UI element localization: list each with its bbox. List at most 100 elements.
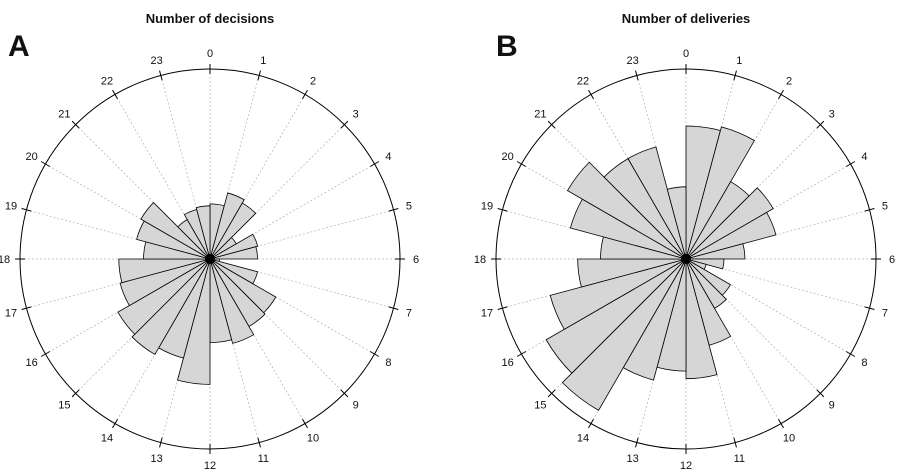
panel-a-wedge-hour-20 bbox=[140, 202, 211, 260]
panel-a-tick-22 bbox=[112, 89, 118, 100]
panel-b-wedge-hour-5 bbox=[685, 243, 746, 260]
panel-a-hour-label-18: 18 bbox=[0, 254, 10, 266]
panel-b-wedge-hour-22 bbox=[627, 146, 687, 260]
panel-b-hour-label-15: 15 bbox=[534, 400, 546, 412]
panel-b-hour-label-19: 19 bbox=[481, 201, 493, 213]
panel-b-center-hub bbox=[681, 254, 691, 264]
panel-a-hour-label-12: 12 bbox=[204, 460, 216, 471]
panel-a-wedge-hour-10 bbox=[209, 258, 255, 344]
panel-b-tick-7 bbox=[864, 306, 875, 310]
panel-b-hour-label-3: 3 bbox=[829, 108, 835, 120]
panel-a-tick-15 bbox=[71, 389, 80, 398]
panel-a-wedge-hour-14 bbox=[131, 258, 211, 355]
panel-b-wedge-hour-16 bbox=[549, 258, 687, 330]
panel-b-tick-21 bbox=[547, 120, 556, 129]
panel-a-hour-label-19: 19 bbox=[5, 201, 17, 213]
panel-a-tick-17 bbox=[21, 306, 32, 310]
panel-b-hour-label-1: 1 bbox=[736, 55, 742, 67]
panel-a-wedge-hour-17 bbox=[118, 258, 211, 284]
panel-a-tick-14 bbox=[112, 418, 118, 429]
panel-a-tick-1 bbox=[257, 70, 261, 81]
panel-b-tick-9 bbox=[816, 389, 825, 398]
panel-a-hour-label-16: 16 bbox=[25, 357, 37, 369]
panel-a-hour-label-9: 9 bbox=[353, 400, 359, 412]
panel-a-hour-label-7: 7 bbox=[406, 307, 412, 319]
panel-b-tick-19 bbox=[497, 208, 508, 212]
panel-a-hour-label-8: 8 bbox=[385, 357, 391, 369]
panel-b-tick-22 bbox=[588, 89, 594, 100]
panel-b-tick-1 bbox=[733, 70, 737, 81]
panel-a-letter: A bbox=[8, 30, 30, 63]
panel-a-center-hub bbox=[205, 254, 215, 264]
panel-b-tick-15 bbox=[547, 389, 556, 398]
panel-a-hour-label-1: 1 bbox=[260, 55, 266, 67]
panel-a-title: Number of decisions bbox=[146, 11, 275, 26]
panel-b-hour-label-12: 12 bbox=[680, 460, 692, 471]
panel-a-tick-13 bbox=[159, 437, 163, 448]
panel-a-hour-label-17: 17 bbox=[5, 307, 17, 319]
panel-b-hour-label-9: 9 bbox=[829, 400, 835, 412]
panel-a-hour-label-14: 14 bbox=[101, 432, 113, 444]
panel-b-tick-11 bbox=[733, 437, 737, 448]
panel-a-wedge-hour-23 bbox=[195, 205, 211, 260]
panel-b-hour-label-10: 10 bbox=[783, 432, 795, 444]
panel-b-wedge-hour-20 bbox=[566, 161, 687, 260]
panel-a-wedge-hour-16 bbox=[119, 258, 211, 307]
panel-a: A Number of decisions 012345678910111213… bbox=[0, 11, 419, 471]
panel-b-hour-label-7: 7 bbox=[882, 307, 888, 319]
panel-b-tick-23 bbox=[635, 70, 639, 81]
panel-a-hour-label-11: 11 bbox=[258, 453, 269, 465]
panel-b-tick-17 bbox=[497, 306, 508, 310]
panel-a-tick-9 bbox=[340, 389, 349, 398]
panel-b-hour-label-13: 13 bbox=[627, 453, 639, 465]
panel-b-hour-label-0: 0 bbox=[683, 48, 689, 60]
panel-b-hour-label-4: 4 bbox=[861, 151, 867, 163]
panel-b-hour-label-14: 14 bbox=[577, 432, 589, 444]
panel-a-hour-label-22: 22 bbox=[101, 76, 113, 88]
panel-a-tick-19 bbox=[21, 208, 32, 212]
panel-a-wedge-hour-5 bbox=[209, 246, 258, 260]
panel-a-tick-2 bbox=[302, 89, 308, 100]
panel-b-tick-4 bbox=[845, 161, 856, 167]
panel-a-tick-23 bbox=[159, 70, 163, 81]
panel-a-hour-label-20: 20 bbox=[25, 151, 37, 163]
panel-a-tick-5 bbox=[388, 208, 399, 212]
panel-b-hour-label-6: 6 bbox=[889, 254, 895, 266]
panel-b-wedge-hour-3 bbox=[685, 187, 774, 260]
panel-b-wedge-hour-4 bbox=[685, 211, 777, 260]
panel-b-hour-label-18: 18 bbox=[474, 254, 486, 266]
panel-b-hour-label-5: 5 bbox=[882, 201, 888, 213]
panel-b-wedge-hour-14 bbox=[561, 258, 687, 411]
panel-b-tick-10 bbox=[778, 418, 784, 429]
panel-a-wedge-hour-4 bbox=[209, 233, 259, 260]
panel-b-tick-3 bbox=[816, 120, 825, 129]
panel-b-tick-20 bbox=[516, 161, 527, 167]
panel-a-tick-7 bbox=[388, 306, 399, 310]
panel-a-hour-label-6: 6 bbox=[413, 254, 419, 266]
panel-b-hour-label-8: 8 bbox=[861, 357, 867, 369]
panel-b-hour-label-17: 17 bbox=[481, 307, 493, 319]
panel-b-wedge-hour-17 bbox=[577, 258, 687, 288]
panel-b-hour-label-22: 22 bbox=[577, 76, 589, 88]
panel-b-tick-2 bbox=[778, 89, 784, 100]
panel-a-hour-label-23: 23 bbox=[151, 55, 163, 67]
panel-b-hour-label-20: 20 bbox=[501, 151, 513, 163]
panel-b-tick-16 bbox=[516, 351, 527, 357]
panel-a-wedge-hour-2 bbox=[209, 202, 257, 260]
panel-b-wedge-hour-11 bbox=[685, 258, 718, 380]
panel-a-hour-label-0: 0 bbox=[207, 48, 213, 60]
panel-a-hour-label-21: 21 bbox=[58, 108, 70, 120]
panel-b-wedge-hour-1 bbox=[685, 126, 755, 260]
panel-b-tick-13 bbox=[635, 437, 639, 448]
panel-b-hour-label-21: 21 bbox=[534, 108, 546, 120]
panel-b-hour-label-2: 2 bbox=[786, 76, 792, 88]
panel-a-tick-16 bbox=[40, 351, 51, 357]
panel-b-wedge-hour-15 bbox=[545, 258, 687, 374]
panel-b-tick-8 bbox=[845, 351, 856, 357]
panel-a-tick-10 bbox=[302, 418, 308, 429]
panel-a-hour-label-10: 10 bbox=[307, 432, 319, 444]
panel-a-hour-label-13: 13 bbox=[151, 453, 163, 465]
panel-b-letter: B bbox=[496, 30, 518, 63]
panel-a-hour-label-2: 2 bbox=[310, 76, 316, 88]
